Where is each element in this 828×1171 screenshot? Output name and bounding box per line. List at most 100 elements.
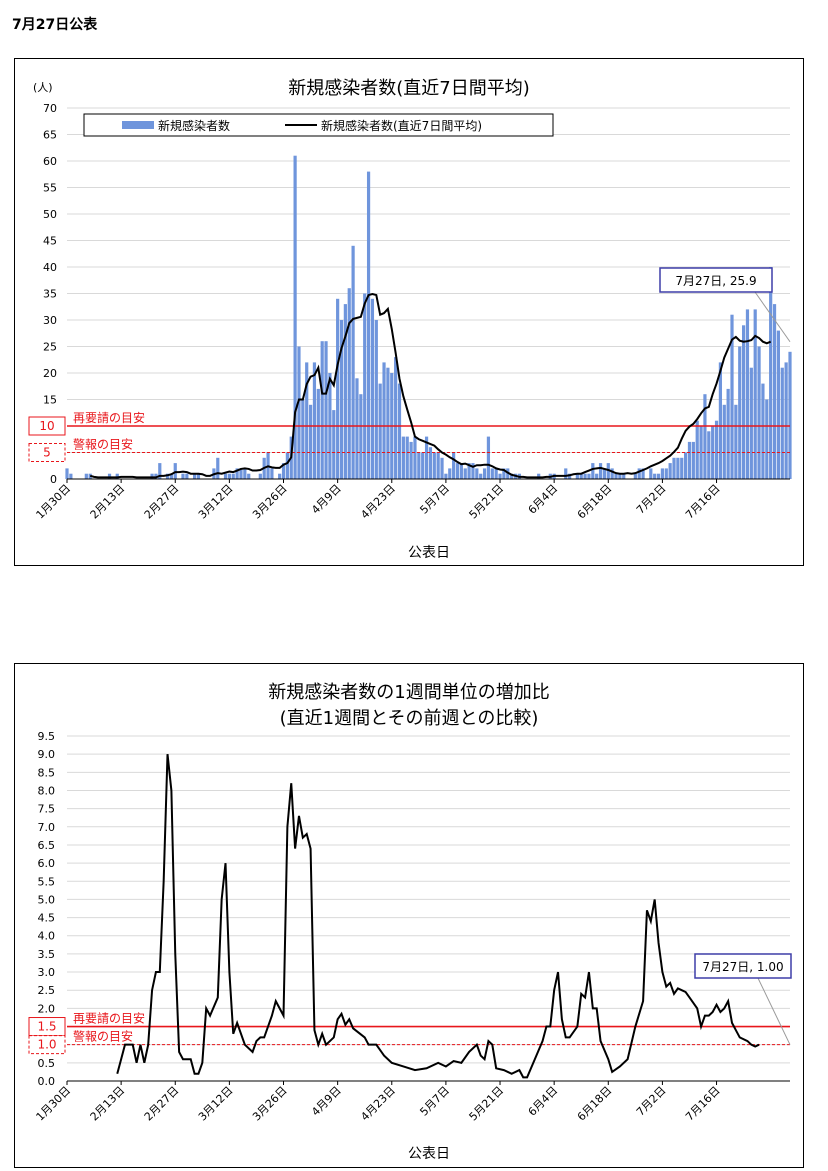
y-tick-label: 0 [50, 473, 57, 486]
bar [510, 473, 514, 479]
x-tick-label: 4月9日 [309, 482, 344, 517]
x-tick-label: 3月26日 [250, 1084, 290, 1124]
x-tick-label: 7月16日 [683, 482, 723, 522]
bar [726, 388, 730, 479]
bar [564, 468, 568, 479]
bar [633, 473, 637, 479]
bar [417, 452, 421, 479]
y-tick-label: 9.5 [38, 730, 56, 743]
bar [722, 404, 726, 479]
x-tick-label: 3月26日 [250, 482, 290, 522]
weekly-ratio-chart: 新規感染者数の1週間単位の増加比 (直近1週間とその前週との比較) 0.0 0.5 1.… [28, 682, 792, 1162]
ratio-line [116, 754, 760, 1079]
bar [757, 346, 761, 479]
bar [610, 468, 614, 479]
x-tick-label: 5月21日 [467, 1084, 507, 1124]
bar [761, 383, 765, 479]
bar [185, 473, 189, 479]
threshold-value: 5 [43, 446, 51, 460]
y-tick-label: 40 [43, 261, 57, 274]
bar [332, 410, 336, 479]
bar [622, 473, 626, 479]
x-tick-label: 7月2日 [634, 1084, 669, 1119]
bar [587, 473, 591, 479]
bar [452, 452, 456, 479]
bar [745, 309, 750, 479]
bar [703, 394, 707, 479]
bar [351, 245, 355, 479]
y-tick-label: 0.5 [38, 1057, 56, 1070]
bar [231, 473, 235, 479]
bar [394, 357, 398, 479]
bar [150, 473, 154, 479]
chart-title: 新規感染者数(直近7日間平均) [288, 78, 530, 99]
y-tick-label: 15 [43, 394, 57, 407]
x-tick-label: 2月13日 [88, 1084, 128, 1124]
bar [680, 457, 684, 479]
bar [664, 468, 668, 479]
bar [216, 457, 220, 479]
bar [382, 362, 386, 479]
y-tick-label: 6.0 [38, 857, 56, 870]
bar [428, 447, 433, 479]
bar [490, 468, 494, 479]
y-tick-label: 7.5 [38, 803, 56, 816]
bar [672, 457, 676, 479]
bar [293, 155, 297, 479]
chart-panel-weekly-ratio: 新規感染者数の1週間単位の増加比 (直近1週間とその前週との比較) 0.0 0.5 1.… [14, 663, 804, 1168]
bar [339, 320, 344, 479]
bar [69, 473, 73, 479]
legend-bar-swatch [122, 121, 154, 129]
bar [223, 473, 228, 479]
bar [355, 378, 359, 479]
bar [788, 351, 792, 479]
y-tick-label: 2.5 [38, 984, 56, 997]
bar [583, 473, 587, 479]
y-tick-label: 35 [43, 288, 57, 301]
bar [676, 457, 680, 479]
bar [169, 473, 173, 479]
bar [65, 468, 69, 479]
bar [656, 473, 661, 479]
y-tick-label: 8.0 [38, 784, 56, 797]
bar [602, 468, 607, 479]
x-tick-label: 4月23日 [358, 1084, 398, 1124]
bar [366, 171, 371, 479]
bar [444, 473, 448, 479]
bar [595, 473, 599, 479]
threshold-value: 1.5 [37, 1020, 56, 1034]
bar [494, 468, 498, 479]
x-axis-title: 公表日 [408, 545, 450, 561]
bar [270, 468, 274, 479]
bar [691, 441, 695, 479]
y-tick-label: 55 [43, 182, 57, 195]
y-tick-label: 5.0 [38, 893, 56, 906]
bar [660, 468, 665, 479]
callout-leader [756, 975, 791, 1045]
rerequest-threshold-label: 再要請の目安 [73, 1011, 145, 1026]
bar [258, 473, 262, 479]
bar [401, 436, 405, 479]
bar [475, 468, 479, 479]
bar [780, 367, 784, 479]
bar [227, 473, 231, 479]
bar [738, 346, 742, 479]
bar [668, 463, 672, 479]
bar [285, 452, 289, 479]
y-tick-label: 50 [43, 208, 57, 221]
bar [598, 463, 603, 479]
bar [440, 457, 444, 479]
x-tick-label: 6月4日 [526, 482, 561, 517]
x-tick-label: 1月30日 [34, 1084, 74, 1124]
y-tick-label: 6.5 [38, 839, 56, 852]
bar [424, 436, 429, 479]
x-tick-label: 2月27日 [142, 482, 182, 522]
bar [107, 473, 112, 479]
bar [181, 473, 185, 479]
bar [281, 463, 286, 479]
y-tick-label: 20 [43, 367, 57, 380]
x-tick-label: 7月16日 [683, 1084, 723, 1124]
alert-threshold-label: 警報の目安 [73, 437, 133, 452]
alert-threshold-label: 警報の目安 [73, 1029, 133, 1044]
bar [405, 436, 409, 479]
